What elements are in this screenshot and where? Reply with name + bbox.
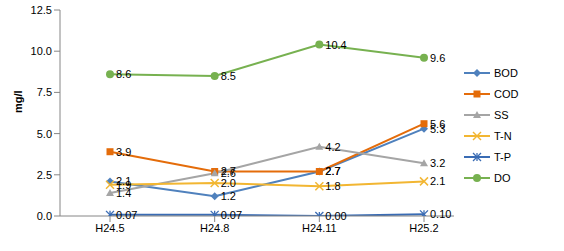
svg-text:3.2: 3.2 [430, 157, 445, 169]
svg-text:mg/l: mg/l [12, 90, 24, 113]
svg-text:0.07: 0.07 [221, 209, 242, 221]
html-text:DO: DO [494, 172, 511, 184]
svg-text:7.5: 7.5 [37, 86, 52, 98]
html-text:T-N: T-N [494, 130, 512, 142]
svg-text:0.00: 0.00 [325, 210, 346, 222]
svg-text:0.07: 0.07 [116, 209, 137, 221]
svg-text:5.0: 5.0 [37, 128, 52, 140]
svg-text:10.0: 10.0 [31, 45, 52, 57]
svg-text:2.1: 2.1 [430, 175, 445, 187]
svg-text:H24.11: H24.11 [302, 222, 337, 234]
svg-text:2.7: 2.7 [325, 165, 340, 177]
svg-text:H24.8: H24.8 [200, 222, 229, 234]
svg-text:2.0: 2.0 [221, 177, 236, 189]
svg-text:9.6: 9.6 [430, 52, 445, 64]
svg-text:0.10: 0.10 [430, 208, 451, 220]
html-text:BOD: BOD [494, 67, 518, 79]
html-text:SS: SS [494, 109, 509, 121]
html-text:T-P: T-P [494, 151, 512, 163]
html-text:COD: COD [494, 88, 519, 100]
svg-text:10.4: 10.4 [325, 39, 346, 51]
svg-text:1.9: 1.9 [116, 179, 131, 191]
svg-text:0.0: 0.0 [37, 210, 52, 222]
svg-text:8.5: 8.5 [221, 70, 236, 82]
svg-text:12.5: 12.5 [31, 4, 52, 16]
svg-text:H25.2: H25.2 [409, 222, 438, 234]
svg-text:H24.5: H24.5 [95, 222, 124, 234]
svg-text:2.6: 2.6 [220, 167, 236, 180]
svg-text:1.8: 1.8 [325, 180, 340, 192]
svg-text:3.9: 3.9 [116, 146, 131, 158]
svg-text:2.7: 2.7 [325, 165, 340, 177]
svg-text:8.6: 8.6 [116, 68, 131, 80]
svg-text:5.6: 5.6 [430, 118, 445, 130]
svg-text:4.2: 4.2 [325, 141, 340, 153]
svg-text:1.2: 1.2 [221, 190, 236, 202]
svg-text:2.5: 2.5 [37, 169, 52, 181]
svg-text:1.4: 1.4 [116, 186, 132, 199]
